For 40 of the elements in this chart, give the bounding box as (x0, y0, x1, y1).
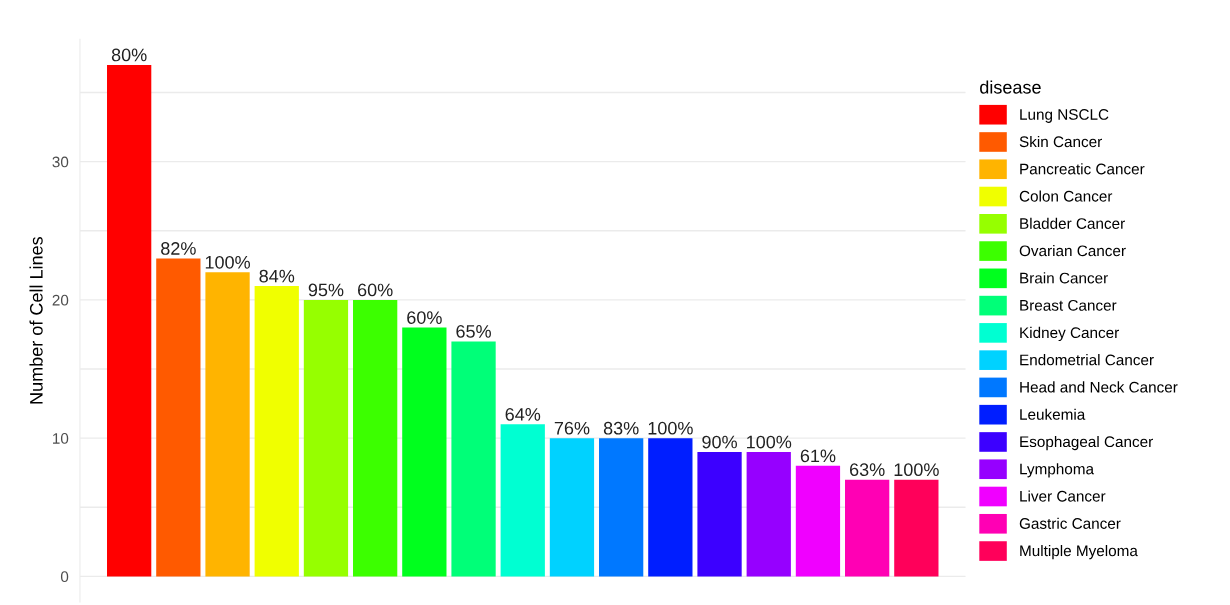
annotation: 84% (259, 269, 295, 283)
legend-label: Endometrial Cancer (1020, 354, 1154, 366)
annotation: 100% (747, 435, 792, 449)
legend-label: Ovarian Cancer (1019, 245, 1126, 257)
y-tick-label: 0 (60, 571, 69, 583)
y-tick-label: 10 (53, 433, 69, 444)
annotation: 100% (648, 421, 693, 435)
annotation: 100% (205, 255, 250, 269)
y-tick-label: 30 (52, 156, 69, 168)
legend-label: Liver Cancer (1020, 490, 1106, 502)
legend-label: Esophageal Cancer (1020, 435, 1153, 451)
legend-label: Multiple Myeloma (1020, 544, 1138, 560)
annotation: 90% (702, 435, 737, 449)
annotation: 60% (407, 311, 442, 324)
annotation: 61% (800, 449, 836, 463)
annotation: 65% (456, 325, 491, 338)
legend-label: Head and Neck Cancer (1020, 381, 1178, 393)
legend-label: Lung NSCLC (1020, 109, 1109, 123)
annotation: 63% (850, 463, 885, 477)
annotation: 100% (894, 463, 939, 477)
annotation: 76% (554, 421, 590, 435)
legend-label: Gastric Cancer (1019, 517, 1121, 529)
legend-label: Skin Cancer (1019, 135, 1102, 148)
legend-label: Kidney Cancer (1020, 326, 1119, 342)
legend-label: Bladder Cancer (1020, 217, 1125, 229)
annotation: 60% (358, 283, 393, 297)
legend-label: Brain Cancer (1020, 272, 1108, 284)
annotation: 80% (111, 48, 147, 62)
y-axis-title: Number of Cell Lines (29, 237, 43, 404)
legend-label: Lymphoma (1020, 463, 1095, 478)
legend-title: disease (980, 80, 1041, 94)
annotation: 82% (161, 242, 196, 255)
legend-label: Colon Cancer (1019, 190, 1113, 202)
legend-label: Leukemia (1020, 408, 1086, 420)
annotation: 83% (603, 421, 639, 435)
y-tick-label: 20 (52, 294, 69, 306)
annotation: 95% (308, 283, 344, 297)
annotation: 64% (505, 407, 541, 421)
legend-label: Pancreatic Cancer (1020, 163, 1145, 175)
legend-label: Breast Cancer (1020, 299, 1117, 311)
